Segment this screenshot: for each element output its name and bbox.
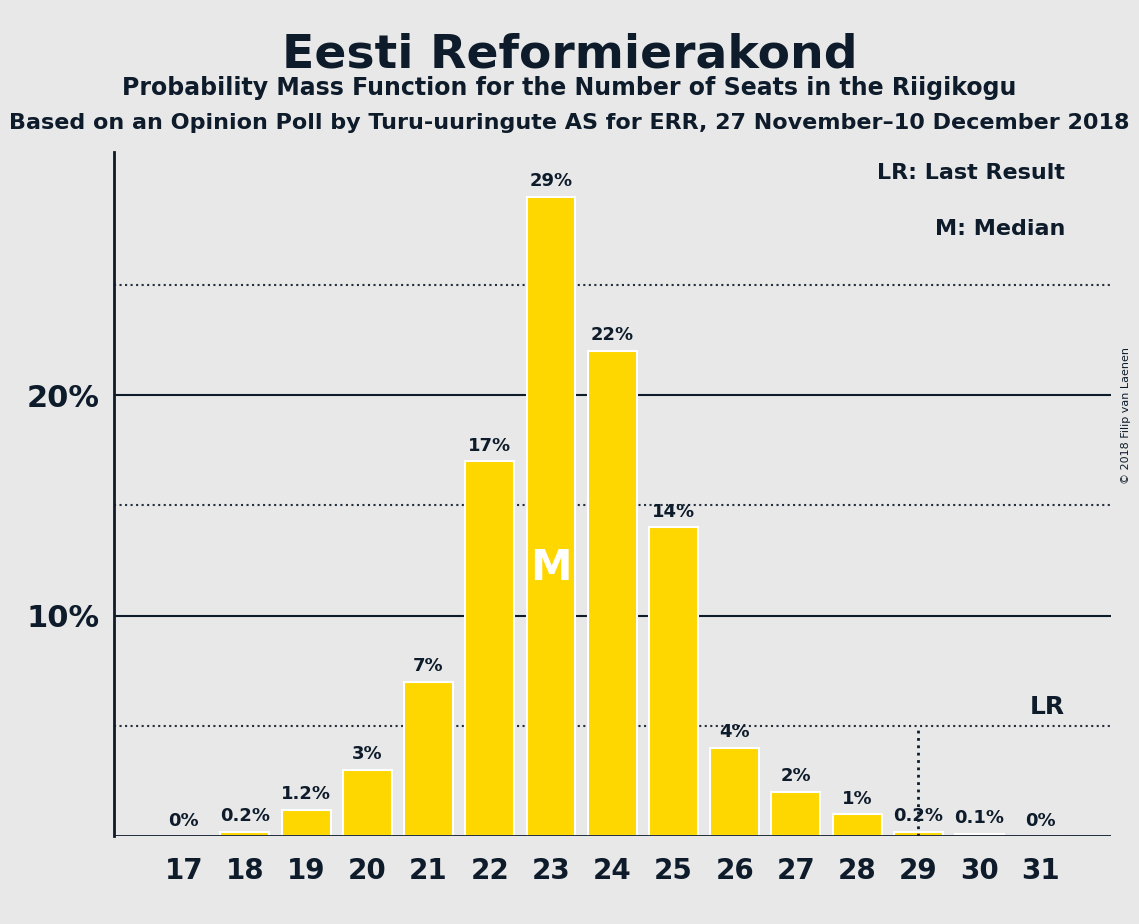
Bar <box>894 832 943 836</box>
Text: M: Median: M: Median <box>935 219 1065 238</box>
Text: M: M <box>531 547 572 589</box>
Text: 29%: 29% <box>530 172 573 190</box>
Text: 1%: 1% <box>842 789 872 808</box>
Bar <box>281 809 330 836</box>
Text: 4%: 4% <box>720 723 749 741</box>
Text: © 2018 Filip van Laenen: © 2018 Filip van Laenen <box>1121 347 1131 484</box>
Text: 7%: 7% <box>413 657 444 675</box>
Bar <box>710 748 759 836</box>
Bar <box>588 351 637 836</box>
Text: 17%: 17% <box>468 437 511 455</box>
Bar <box>649 528 698 836</box>
Text: 0%: 0% <box>1025 811 1056 830</box>
Text: LR: LR <box>1030 696 1065 719</box>
Bar <box>833 814 882 836</box>
Bar <box>221 832 270 836</box>
Text: 0.2%: 0.2% <box>893 808 943 825</box>
Bar <box>954 834 1003 836</box>
Text: 1.2%: 1.2% <box>281 785 331 803</box>
Text: Based on an Opinion Poll by Turu-uuringute AS for ERR, 27 November–10 December 2: Based on an Opinion Poll by Turu-uuringu… <box>9 113 1130 133</box>
Bar <box>343 770 392 836</box>
Text: LR: Last Result: LR: Last Result <box>877 164 1065 184</box>
Text: 0.2%: 0.2% <box>220 808 270 825</box>
Bar <box>526 197 575 836</box>
Text: 3%: 3% <box>352 746 383 763</box>
Text: 22%: 22% <box>591 326 633 345</box>
Text: 2%: 2% <box>780 768 811 785</box>
Bar <box>404 682 453 836</box>
Text: Eesti Reformierakond: Eesti Reformierakond <box>281 32 858 78</box>
Bar <box>771 792 820 836</box>
Bar <box>466 461 515 836</box>
Text: Probability Mass Function for the Number of Seats in the Riigikogu: Probability Mass Function for the Number… <box>122 76 1017 100</box>
Text: 0.1%: 0.1% <box>954 809 1005 827</box>
Text: 14%: 14% <box>652 503 695 521</box>
Text: 0%: 0% <box>169 811 199 830</box>
